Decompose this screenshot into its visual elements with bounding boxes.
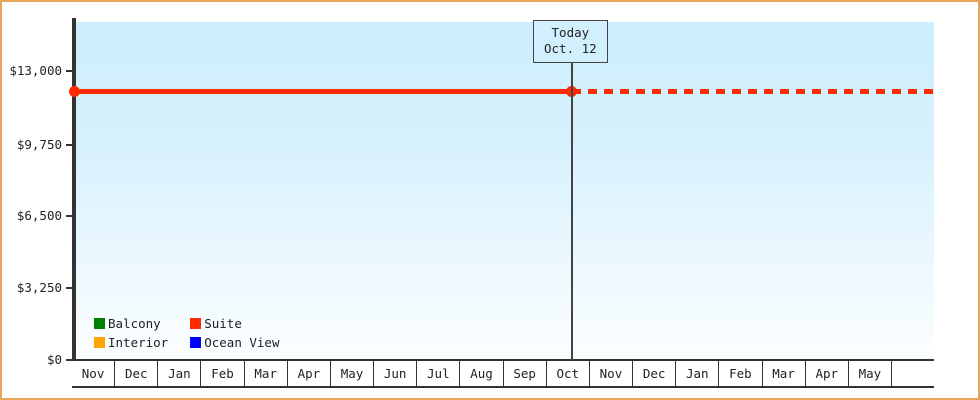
y-tick-0 (66, 359, 74, 361)
series-marker-suite-start[interactable] (69, 86, 80, 97)
series-line-suite-actual (74, 89, 572, 94)
series-line-suite-projected (572, 89, 934, 94)
y-tick-label-13000: $13,000 (9, 63, 62, 78)
legend-item-balcony[interactable]: Balcony (94, 314, 168, 333)
x-cell-month[interactable]: Jul (417, 361, 461, 386)
today-vertical-line (571, 22, 573, 360)
y-tick-label-3250: $3,250 (16, 280, 62, 295)
legend-swatch-icon-interior (94, 337, 105, 348)
legend-item-ocean-view[interactable]: Ocean View (190, 333, 279, 352)
legend: Balcony Suite Interior Ocean View (94, 314, 279, 352)
legend-label-suite: Suite (204, 316, 242, 331)
x-cell-month[interactable]: Jan (676, 361, 720, 386)
legend-item-interior[interactable]: Interior (94, 333, 168, 352)
x-cell-month[interactable]: Apr (805, 361, 849, 386)
y-tick-label-0: $0 (46, 352, 62, 367)
legend-item-suite[interactable]: Suite (190, 314, 279, 333)
today-label-line2: Oct. 12 (544, 41, 597, 56)
x-axis (72, 359, 934, 361)
legend-label-balcony: Balcony (108, 316, 161, 331)
x-cell-month[interactable]: Apr (287, 361, 331, 386)
x-cell-month[interactable]: Nov (72, 361, 116, 386)
legend-label-ocean-view: Ocean View (204, 335, 280, 350)
x-cell-month[interactable]: Jun (374, 361, 418, 386)
x-cell-month[interactable]: Sep (503, 361, 547, 386)
x-cell-month[interactable]: Mar (762, 361, 806, 386)
x-cell-month[interactable]: Oct (546, 361, 590, 386)
legend-label-interior: Interior (108, 335, 169, 350)
y-tick-label-6500: $6,500 (16, 208, 62, 223)
legend-swatch-icon-ocean-view (190, 337, 202, 348)
x-cell-month[interactable]: Dec (633, 361, 677, 386)
x-cell-month[interactable]: Aug (460, 361, 504, 386)
legend-swatch-icon-balcony (94, 318, 105, 329)
y-tick-3250 (66, 287, 74, 289)
x-axis-month-cells: Nov Dec Jan Feb Mar Apr May Jun Jul Aug … (72, 361, 935, 388)
x-cell-month[interactable]: Feb (719, 361, 763, 386)
y-tick-6500 (66, 215, 74, 217)
x-cell-month[interactable]: Mar (244, 361, 288, 386)
x-cell-month-empty (891, 361, 935, 386)
plot-area (76, 22, 934, 359)
today-label-line1: Today (551, 25, 590, 40)
y-tick-9750 (66, 144, 74, 146)
x-cell-month[interactable]: Jan (158, 361, 202, 386)
y-tick-label-9750: $9,750 (16, 137, 62, 152)
x-cell-month[interactable]: May (848, 361, 892, 386)
y-tick-13000 (66, 70, 74, 72)
today-callout-box[interactable]: Today Oct. 12 (533, 20, 608, 63)
legend-swatch-icon-suite (190, 318, 202, 329)
x-cell-month[interactable]: Feb (201, 361, 245, 386)
y-axis (72, 18, 76, 363)
x-cell-month[interactable]: Dec (115, 361, 159, 386)
x-cell-month[interactable]: May (330, 361, 375, 386)
x-cell-month[interactable]: Nov (589, 361, 634, 386)
